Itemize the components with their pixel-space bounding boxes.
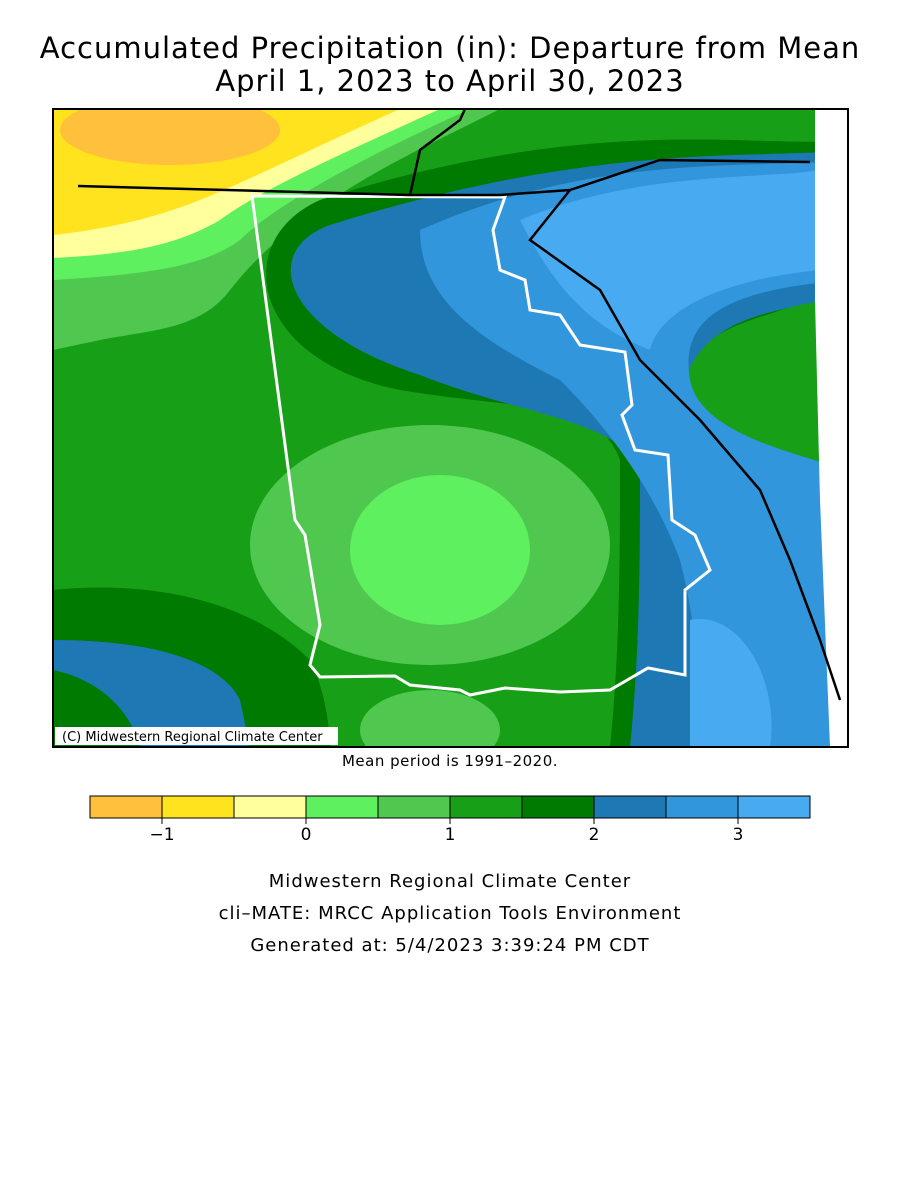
- footer-line: Generated at: 5/4/2023 3:39:24 PM CDT: [250, 935, 649, 956]
- legend-swatch: [161, 795, 235, 819]
- legend-swatch: [233, 795, 307, 819]
- legend-tick-label: 2: [589, 825, 600, 845]
- legend-tick-label: 0: [301, 825, 312, 845]
- legend-swatch: [665, 795, 739, 819]
- legend-tick-label: −1: [149, 825, 174, 845]
- legend-tick-label: 1: [445, 825, 456, 845]
- footer-line: cli–MATE: MRCC Application Tools Environ…: [219, 903, 682, 924]
- note: Mean period is 1991–2020.: [342, 752, 558, 770]
- legend-swatch: [737, 795, 811, 819]
- legend-tick-label: 3: [733, 825, 744, 845]
- legend-swatch: [449, 795, 523, 819]
- legend-swatch: [89, 795, 163, 819]
- credit-box: [55, 727, 338, 745]
- legend-swatch: [593, 795, 667, 819]
- legend-swatch: [377, 795, 451, 819]
- title-line: Accumulated Precipitation (in): Departur…: [40, 31, 861, 65]
- footer-line: Midwestern Regional Climate Center: [269, 871, 631, 892]
- legend-swatch: [305, 795, 379, 819]
- legend: −1 0 1 2 3: [89, 795, 811, 845]
- map-frame: [52, 108, 849, 748]
- map: [53, 109, 848, 747]
- credit: (C) Midwestern Regional Climate Center: [62, 730, 323, 745]
- title-line: April 1, 2023 to April 30, 2023: [215, 64, 684, 98]
- legend-swatch: [521, 795, 595, 819]
